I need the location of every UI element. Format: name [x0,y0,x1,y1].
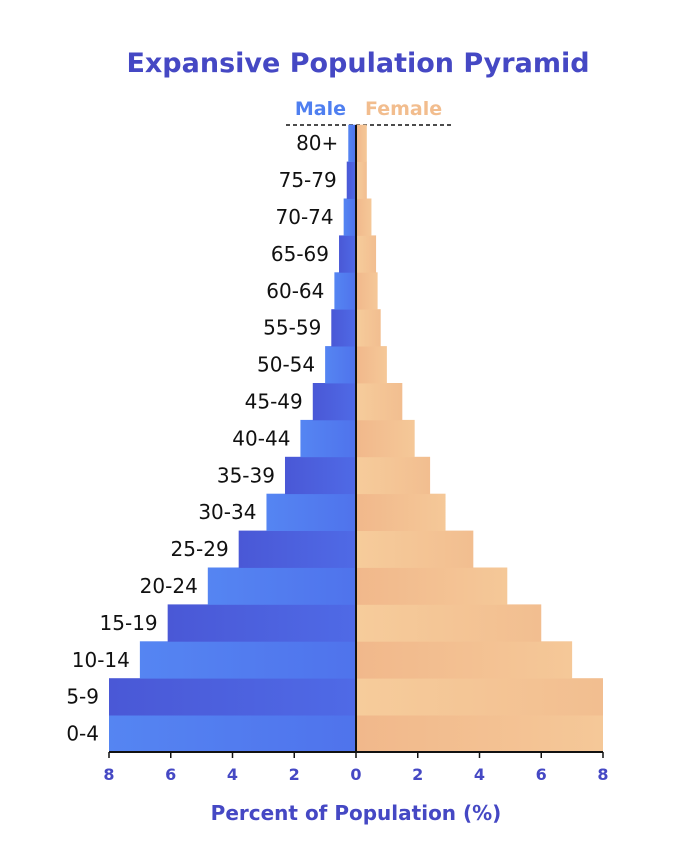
age-label-20-24: 20-24 [140,574,198,598]
bar-female-25-29 [356,530,474,568]
age-label-75-79: 75-79 [279,168,337,192]
age-label-5-9: 5-9 [66,685,99,709]
bar-male-80+ [348,124,356,162]
bar-male-50-54 [325,346,356,384]
bar-female-60-64 [356,272,378,310]
bar-female-20-24 [356,567,508,605]
x-axis-label: Percent of Population (%) [211,801,502,825]
age-label-15-19: 15-19 [100,611,158,635]
age-label-10-14: 10-14 [72,648,130,672]
bar-male-30-34 [266,493,356,531]
bar-female-0-4 [356,715,603,753]
age-label-60-64: 60-64 [266,279,324,303]
bar-female-50-54 [356,346,387,384]
x-tick-label: 4 [474,765,485,784]
x-tick-label: 4 [227,765,238,784]
age-label-45-49: 45-49 [245,389,303,413]
bar-male-70-74 [343,198,356,236]
bar-female-40-44 [356,419,415,458]
bar-female-30-34 [356,493,446,531]
bar-male-20-24 [207,567,356,605]
bar-male-40-44 [300,419,356,458]
bar-female-55-59 [356,309,381,347]
x-tick-label: 2 [289,765,300,784]
bar-male-10-14 [139,641,356,679]
bar-male-65-69 [339,235,356,273]
bar-female-70-74 [356,198,372,236]
x-tick-label: 8 [597,765,608,784]
age-label-55-59: 55-59 [263,316,321,340]
bar-female-80+ [356,124,367,162]
bar-male-45-49 [312,383,356,421]
bar-female-35-39 [356,456,431,495]
age-label-30-34: 30-34 [198,500,256,524]
age-label-65-69: 65-69 [271,242,329,266]
bar-female-15-19 [356,604,542,642]
bar-male-35-39 [284,456,356,495]
bar-male-60-64 [334,272,356,310]
chart-title: Expansive Population Pyramid [126,48,589,79]
bars-group [109,124,603,753]
bar-male-5-9 [109,678,356,716]
bar-male-55-59 [331,309,356,347]
x-tick-label: 2 [412,765,423,784]
x-tick-label: 6 [165,765,176,784]
x-tick-label: 8 [103,765,114,784]
bar-female-65-69 [356,235,377,273]
age-label-70-74: 70-74 [276,205,334,229]
x-tick-label: 0 [350,765,361,784]
age-label-40-44: 40-44 [232,426,290,450]
bar-male-0-4 [109,715,356,753]
bar-female-10-14 [356,641,573,679]
bar-female-75-79 [356,161,367,199]
legend-female: Female [365,98,442,120]
x-ticks-group: 8 6 4 2 0 2 4 6 8 [103,752,609,784]
x-tick-label: 6 [536,765,547,784]
bar-male-75-79 [346,161,356,199]
age-labels-group: 0-4 5-9 10-14 15-19 20-24 25-29 30-34 35-39 40-4… [66,131,338,745]
age-label-35-39: 35-39 [217,463,275,487]
bar-male-25-29 [238,530,356,568]
legend-male: Male [295,98,346,120]
bar-female-45-49 [356,383,403,421]
age-label-50-54: 50-54 [257,353,315,377]
bar-female-5-9 [356,678,603,716]
age-label-0-4: 0-4 [66,722,99,746]
age-label-25-29: 25-29 [171,537,229,561]
bar-male-15-19 [167,604,356,642]
age-label-80+: 80+ [296,131,338,155]
